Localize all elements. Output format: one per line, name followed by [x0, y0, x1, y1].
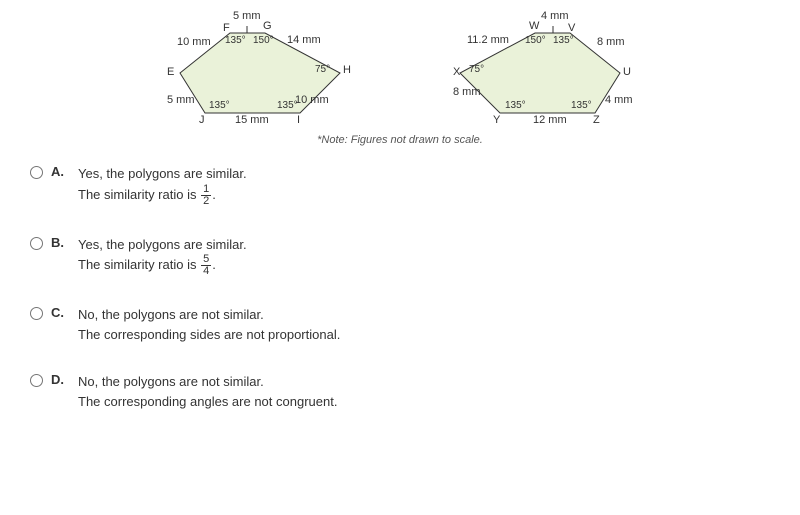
choice-A-letter: A. [51, 164, 64, 179]
answer-choices: A. Yes, the polygons are similar. The si… [0, 164, 800, 411]
radio-C[interactable] [30, 307, 43, 320]
choice-C-letter: C. [51, 305, 64, 320]
choice-B-letter: B. [51, 235, 64, 250]
choice-C-text: No, the polygons are not similar. The co… [78, 305, 340, 344]
vertex-Y: Y [493, 114, 500, 126]
frac-A-den: 2 [201, 196, 211, 207]
angle-Z: 135° [571, 100, 592, 111]
vertex-X: X [453, 66, 460, 78]
frac-A-num: 1 [201, 184, 211, 196]
choice-C-line2: The corresponding sides are not proporti… [78, 327, 340, 342]
radio-D[interactable] [30, 374, 43, 387]
choice-A[interactable]: A. Yes, the polygons are similar. The si… [30, 164, 800, 207]
choice-B-line2b: . [212, 257, 216, 272]
angle-V: 135° [553, 35, 574, 46]
choice-C[interactable]: C. No, the polygons are not similar. The… [30, 305, 800, 344]
choice-D-letter: D. [51, 372, 64, 387]
angle-Y: 135° [505, 100, 526, 111]
choice-B-line1: Yes, the polygons are similar. [78, 237, 247, 252]
side-WV: 4 mm [541, 10, 569, 22]
vertex-U: U [623, 66, 631, 78]
vertex-W: W [529, 20, 539, 32]
side-UZ: 4 mm [605, 94, 633, 106]
choice-D-line1: No, the polygons are not similar. [78, 374, 264, 389]
side-HI: 10 mm [295, 94, 329, 106]
angle-X: 75° [469, 64, 484, 75]
choice-B-line2a: The similarity ratio is [78, 257, 200, 272]
angle-G: 150° [253, 35, 274, 46]
choice-A-line1: Yes, the polygons are similar. [78, 166, 247, 181]
side-GH: 14 mm [287, 34, 321, 46]
choice-D[interactable]: D. No, the polygons are not similar. The… [30, 372, 800, 411]
vertex-G: G [263, 20, 272, 32]
side-EF: 10 mm [177, 36, 211, 48]
choice-B-text: Yes, the polygons are similar. The simil… [78, 235, 247, 278]
scale-note: *Note: Figures not drawn to scale. [0, 134, 800, 146]
choice-A-text: Yes, the polygons are similar. The simil… [78, 164, 247, 207]
vertex-F: F [223, 22, 230, 34]
vertex-H: H [343, 64, 351, 76]
angle-I: 135° [277, 100, 298, 111]
vertex-E: E [167, 66, 174, 78]
fraction-B: 54 [201, 254, 211, 277]
vertex-V: V [568, 22, 575, 34]
choice-D-line2: The corresponding angles are not congrue… [78, 394, 337, 409]
angle-H: 75° [315, 64, 330, 75]
choice-A-line2b: . [212, 186, 216, 201]
choice-A-line2a: The similarity ratio is [78, 186, 200, 201]
choice-C-line1: No, the polygons are not similar. [78, 307, 264, 322]
side-ZY: 12 mm [533, 114, 567, 126]
angle-W: 150° [525, 35, 546, 46]
vertex-I: I [297, 114, 300, 126]
side-VU: 8 mm [597, 36, 625, 48]
side-YX: 8 mm [453, 86, 481, 98]
choice-D-text: No, the polygons are not similar. The co… [78, 372, 337, 411]
radio-A[interactable] [30, 166, 43, 179]
figures-container: E F G H I J 5 mm 14 mm 10 mm 15 mm 5 mm … [0, 0, 800, 128]
choice-B[interactable]: B. Yes, the polygons are similar. The si… [30, 235, 800, 278]
side-XW: 11.2 mm [467, 34, 509, 46]
side-JE: 5 mm [167, 94, 195, 106]
vertex-J: J [199, 114, 205, 126]
angle-J: 135° [209, 100, 230, 111]
figure-2: W V U Z Y X 4 mm 8 mm 4 mm 12 mm 8 mm 11… [435, 8, 635, 128]
frac-B-den: 4 [201, 266, 211, 277]
vertex-Z: Z [593, 114, 600, 126]
side-FG: 5 mm [233, 10, 261, 22]
side-IJ: 15 mm [235, 114, 269, 126]
figure-1: E F G H I J 5 mm 14 mm 10 mm 15 mm 5 mm … [165, 8, 365, 128]
fraction-A: 12 [201, 184, 211, 207]
angle-F: 135° [225, 35, 246, 46]
radio-B[interactable] [30, 237, 43, 250]
